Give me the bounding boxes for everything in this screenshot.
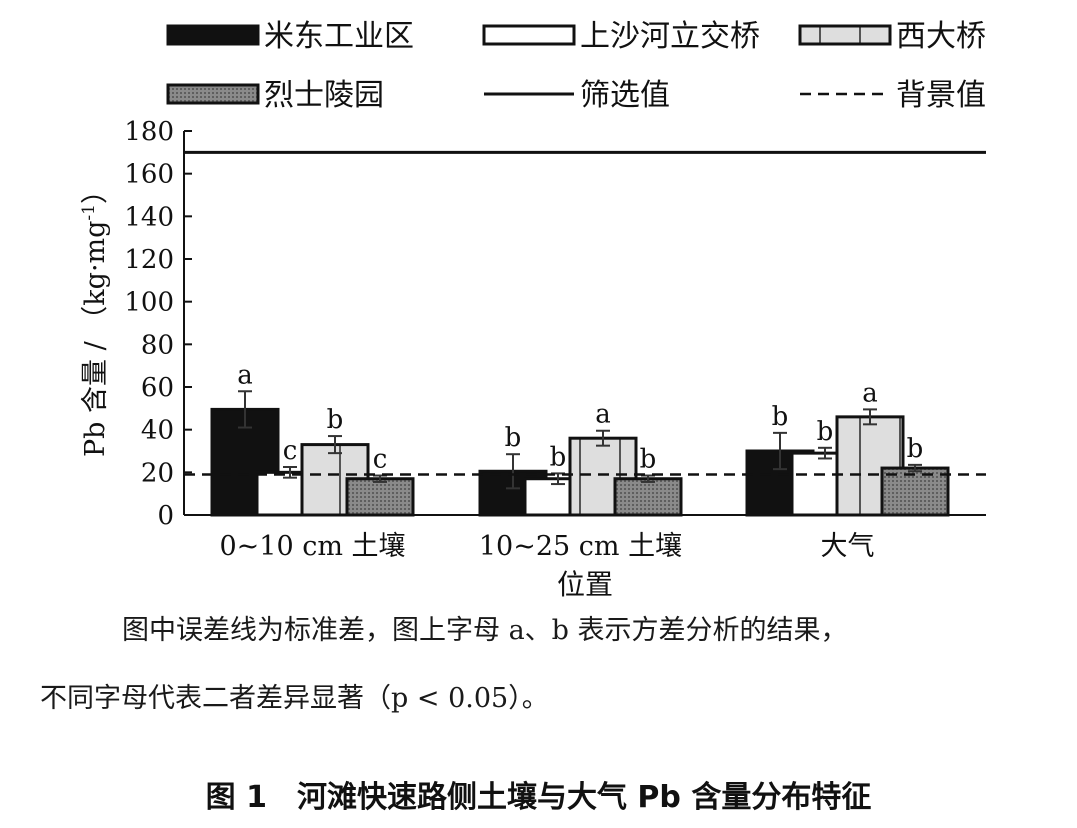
error-bar-2-3 (596, 429, 610, 447)
error-bar-3-2 (818, 446, 832, 460)
category-label-3: 大气 (821, 531, 875, 562)
y-tick-label-180: 180 (124, 117, 174, 147)
legend-swatch (482, 24, 576, 46)
y-axis-label: Pb 含量 / （kg·mg-1） (79, 177, 111, 457)
legend-item-background-value: 背景值 (800, 78, 986, 113)
y-tick-label-120: 120 (124, 245, 174, 275)
legend-label: 背景值 (896, 78, 986, 113)
significance-letter-1-2: c (283, 436, 298, 466)
y-tick-label-0: 0 (157, 501, 174, 531)
significance-letter-3-2: b (817, 417, 834, 447)
legend-label: 西大桥 (896, 19, 986, 54)
y-tick-label-140: 140 (124, 202, 174, 232)
x-axis-label: 位置 (557, 568, 613, 601)
error-bar-3-1 (773, 431, 787, 471)
category-label-2: 10~25 cm 土壤 (479, 531, 682, 562)
error-bar-2-1 (506, 453, 520, 490)
legend-label: 米东工业区 (264, 19, 414, 54)
y-tick-label-80: 80 (141, 330, 174, 360)
y-tick-label-60: 60 (141, 373, 174, 403)
legend-item-screening-value: 筛选值 (484, 78, 670, 113)
category-label-1: 0~10 cm 土壤 (219, 531, 405, 562)
error-bar-3-4 (908, 463, 922, 473)
significance-letter-1-3: b (327, 405, 344, 435)
legend-swatch (166, 24, 260, 46)
significance-letter-3-4: b (907, 434, 924, 464)
legend-item-shangshahe-overpass: 上沙河立交桥 (482, 19, 760, 54)
significance-letter-2-3: a (595, 400, 611, 430)
error-bar-1-2 (283, 466, 297, 479)
figure-note-line-1: 图中误差线为标准差，图上字母 a、b 表示方差分析的结果， (122, 615, 848, 646)
legend-swatch (166, 83, 260, 105)
bar-3-4 (880, 466, 950, 517)
legend-label: 烈士陵园 (264, 78, 384, 113)
significance-letter-3-3: a (862, 378, 878, 408)
significance-letter-2-1: b (505, 423, 522, 453)
legend-label: 筛选值 (580, 78, 670, 113)
error-bar-1-3 (328, 435, 342, 455)
y-tick-label-160: 160 (124, 160, 174, 190)
error-bar-1-1 (238, 390, 252, 429)
legend-item-xi-daqiao: 西大桥 (798, 19, 986, 54)
legend-label: 上沙河立交桥 (580, 19, 760, 54)
significance-letter-2-4: b (640, 445, 657, 475)
figure-caption: 图 1 河滩快速路侧土壤与大气 Pb 含量分布特征 (205, 780, 872, 815)
figure-note-line-2: 不同字母代表二者差异显著（p < 0.05）。 (40, 683, 549, 714)
legend-swatch (798, 24, 892, 46)
significance-letter-1-1: a (237, 360, 253, 390)
bar-2-4 (613, 477, 683, 517)
y-tick-label-40: 40 (141, 416, 174, 446)
y-tick-label-100: 100 (124, 288, 174, 318)
significance-letter-3-1: b (772, 402, 789, 432)
legend-item-lieshi-lingyuan: 烈士陵园 (166, 78, 384, 113)
significance-letter-1-4: c (373, 445, 388, 475)
error-bar-3-3 (863, 408, 877, 426)
y-tick-label-20: 20 (141, 458, 174, 488)
significance-letter-2-2: b (550, 442, 567, 472)
bar-1-4 (345, 477, 415, 517)
legend-item-mi-dong-industrial: 米东工业区 (166, 19, 414, 54)
